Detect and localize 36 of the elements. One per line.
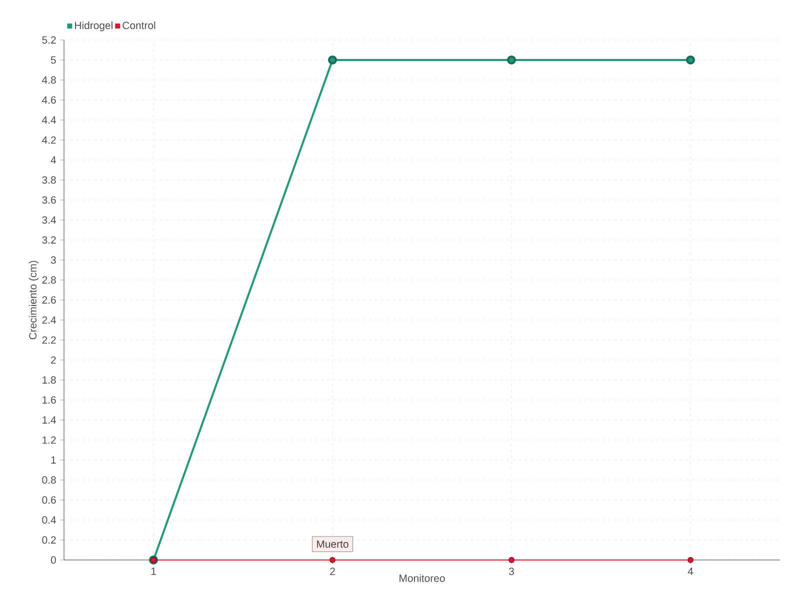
y-tick-label: 3.2 [42, 236, 56, 244]
y-tick-label: 3.8 [42, 176, 56, 184]
y-tick-label: 4.8 [42, 76, 56, 84]
y-tick-label: 1 [51, 456, 56, 464]
y-tick-label: 5 [50, 56, 56, 64]
y-tick-label: 0.6 [42, 496, 56, 504]
legend-label: Hidrogel [75, 21, 112, 32]
x-tick-label: 3 [508, 568, 514, 576]
x-axis-title: Monitoreo [400, 574, 445, 582]
y-tick-label: 5.2 [42, 36, 56, 44]
y-tick-label: 1.4 [42, 416, 56, 424]
y-tick-label: 4.4 [42, 116, 56, 124]
y-tick-label: 1.8 [42, 376, 56, 384]
y-tick-label: 3.6 [42, 196, 56, 204]
y-tick-label: 4 [50, 156, 56, 164]
y-tick-label: 4.2 [42, 136, 56, 144]
x-tick-label: 1 [151, 568, 156, 575]
y-tick-label: 0.2 [42, 536, 56, 544]
y-tick-label: 3.4 [42, 216, 56, 224]
annotation: Muerto [317, 540, 348, 548]
y-tick-label: 3 [50, 256, 56, 264]
y-tick-label: 4.6 [42, 96, 56, 104]
y-tick-label: 2.2 [42, 336, 56, 344]
legend-label: Control [122, 21, 156, 30]
y-tick-label: 0 [50, 556, 56, 564]
y-tick-label: 2.6 [42, 296, 56, 304]
y-tick-label: 2 [51, 356, 56, 364]
y-tick-label: 0.4 [42, 516, 56, 524]
x-tick-label: 4 [688, 568, 694, 575]
y-tick-label: 2.8 [42, 276, 56, 284]
x-tick-label: 2 [330, 568, 335, 575]
y-axis-title: Crecimiento (cm) [28, 260, 39, 340]
y-tick-label: 1.2 [42, 436, 56, 444]
y-tick-label: 0.8 [42, 476, 56, 484]
y-tick-label: 1.6 [42, 396, 56, 404]
y-tick-label: 2.4 [42, 316, 56, 324]
